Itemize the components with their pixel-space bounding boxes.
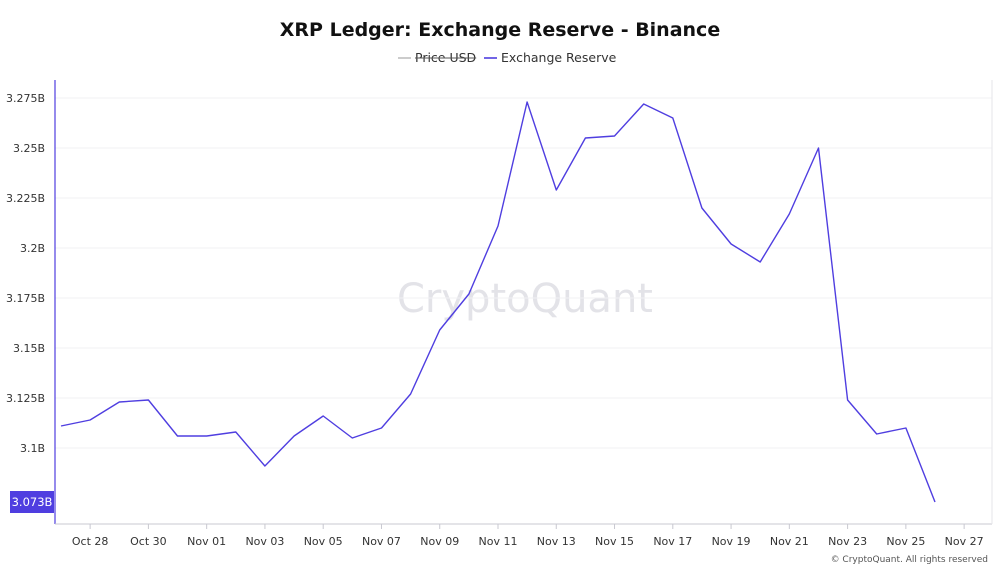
data-point[interactable]: Nov 12: 3.273B xyxy=(525,100,529,104)
y-tick-label: 3.125B xyxy=(6,392,45,405)
x-tick-label: Oct 30 xyxy=(130,535,167,548)
data-point[interactable]: Nov 18: 3.22B xyxy=(700,206,704,210)
data-point[interactable]: Nov 16: 3.272B xyxy=(642,102,646,106)
data-point[interactable]: Nov 21: 3.217B xyxy=(787,212,791,216)
data-point[interactable]: Nov 13: 3.229B xyxy=(554,188,558,192)
x-tick-label: Oct 28 xyxy=(72,535,109,548)
data-point[interactable]: Nov 10: 3.177B xyxy=(467,292,471,296)
data-point[interactable]: Nov 26: 3.073B xyxy=(933,500,937,504)
data-point[interactable]: Nov 05: 3.116B xyxy=(321,414,325,418)
copyright-text: © CryptoQuant. All rights reserved xyxy=(831,555,988,565)
y-tick-label: 3.15B xyxy=(13,342,45,355)
data-point[interactable]: Nov 04: 3.106B xyxy=(292,434,296,438)
data-point[interactable]: Nov 14: 3.255B xyxy=(583,136,587,140)
data-point[interactable]: Nov 02: 3.108B xyxy=(234,430,238,434)
x-tick-label: Nov 07 xyxy=(362,535,401,548)
data-point[interactable]: Nov 24: 3.107B xyxy=(875,432,879,436)
y-tick-label: 3.275B xyxy=(6,92,45,105)
series-line-exchange-reserve[interactable] xyxy=(60,101,936,503)
x-tick-label: Nov 17 xyxy=(653,535,692,548)
data-point[interactable]: Nov 22: 3.25B xyxy=(816,146,820,150)
data-point[interactable]: Nov 19: 3.202B xyxy=(729,242,733,246)
grid-lines xyxy=(55,97,992,449)
x-tick-label: Nov 03 xyxy=(245,535,284,548)
data-point[interactable]: Nov 11: 3.211B xyxy=(496,224,500,228)
data-point[interactable]: Nov 06: 3.105B xyxy=(350,436,354,440)
x-tick-label: Nov 01 xyxy=(187,535,226,548)
legend: Price USD Exchange Reserve xyxy=(398,50,617,65)
chart-title: XRP Ledger: Exchange Reserve - Binance xyxy=(280,19,720,41)
watermark: CryptoQuant xyxy=(397,276,653,322)
data-point[interactable]: Nov 20: 3.193B xyxy=(758,260,762,264)
legend-label-exchange-reserve: Exchange Reserve xyxy=(501,50,617,65)
data-point[interactable]: Nov 08: 3.127B xyxy=(409,392,413,396)
data-point[interactable]: Nov 25: 3.11B xyxy=(904,426,908,430)
x-tick-label: Nov 15 xyxy=(595,535,634,548)
x-tick-label: Nov 05 xyxy=(304,535,343,548)
x-tick-label: Nov 09 xyxy=(420,535,459,548)
data-point[interactable]: Nov 09: 3.159B xyxy=(438,328,442,332)
data-point[interactable]: Oct 30: 3.124B xyxy=(146,398,150,402)
legend-item-price-usd[interactable]: Price USD xyxy=(398,50,477,65)
y-tick-label: 3.175B xyxy=(6,292,45,305)
data-point[interactable]: Nov 03: 3.091B xyxy=(263,464,267,468)
y-tick-label: 3.225B xyxy=(6,192,45,205)
data-point[interactable]: Oct 29: 3.123B xyxy=(117,400,121,404)
current-value-label: 3.073B xyxy=(12,495,53,509)
data-point[interactable]: Oct 27: 3.111B xyxy=(59,424,63,428)
y-tick-label: 3.2B xyxy=(20,242,45,255)
x-tick-label: Nov 19 xyxy=(712,535,751,548)
data-point[interactable]: Nov 07: 3.11B xyxy=(379,426,383,430)
data-point[interactable]: Nov 23: 3.124B xyxy=(846,398,850,402)
x-axis-ticks: Oct 28 Oct 30 Nov 01 Nov 03 Nov 05 Nov 07 Nov … xyxy=(72,524,984,548)
data-point[interactable]: Nov 01: 3.106B xyxy=(205,434,209,438)
data-point[interactable]: Oct 31: 3.106B xyxy=(176,434,180,438)
data-point[interactable]: Oct 28: 3.114B xyxy=(88,418,92,422)
legend-item-exchange-reserve[interactable]: Exchange Reserve xyxy=(484,50,617,65)
y-axis-ticks: 3.1B 3.125B 3.15B 3.175B 3.2B 3.225B 3.25B 3.27… xyxy=(6,92,45,455)
data-point[interactable]: Nov 15: 3.256B xyxy=(613,134,617,138)
x-tick-label: Nov 21 xyxy=(770,535,809,548)
x-tick-label: Nov 27 xyxy=(945,535,984,548)
y-tick-label: 3.25B xyxy=(13,142,45,155)
y-tick-label: 3.1B xyxy=(20,442,45,455)
current-value-badge: 3.073B xyxy=(10,491,54,513)
current-value-badge-bg xyxy=(10,491,54,513)
data-point[interactable]: Nov 17: 3.265B xyxy=(671,116,675,120)
x-tick-label: Nov 11 xyxy=(479,535,518,548)
x-tick-label: Nov 23 xyxy=(828,535,867,548)
x-tick-label: Nov 13 xyxy=(537,535,576,548)
x-tick-label: Nov 25 xyxy=(886,535,925,548)
